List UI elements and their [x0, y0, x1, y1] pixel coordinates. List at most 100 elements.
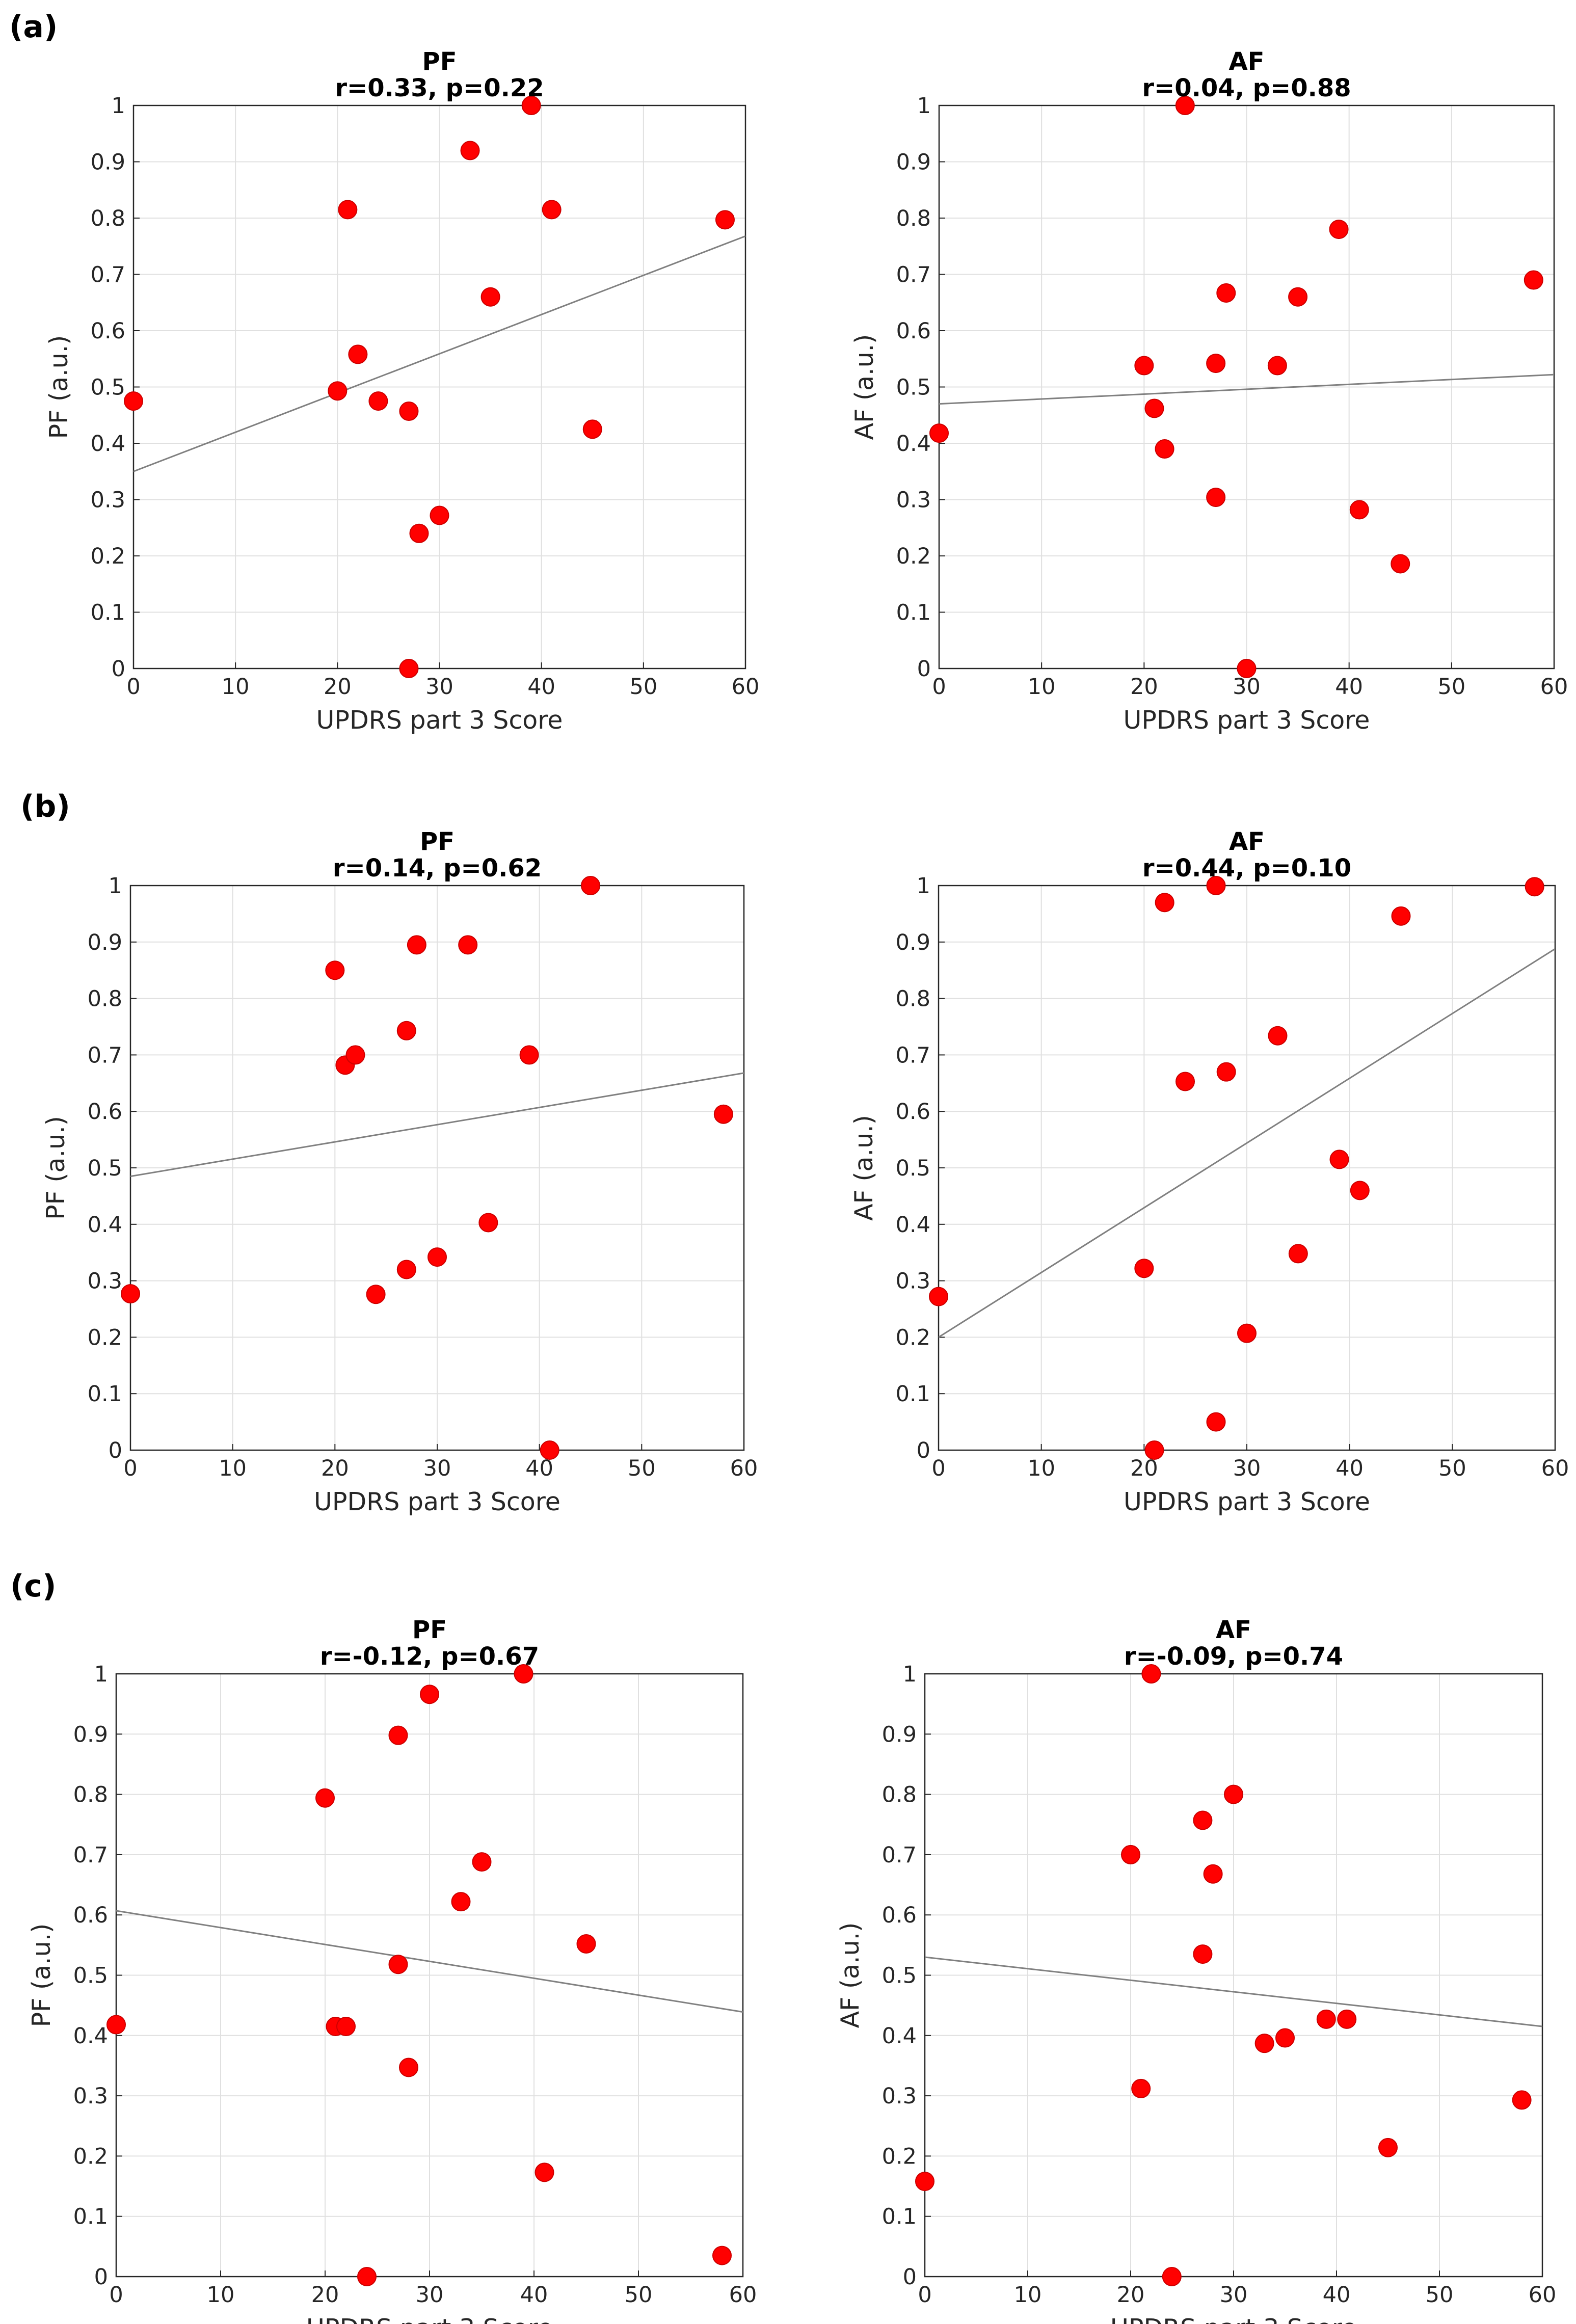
x-tick-label: 60	[730, 1456, 758, 1481]
data-point	[106, 2015, 126, 2035]
x-tick-label: 30	[1233, 1456, 1261, 1481]
y-tick-label: 0.8	[896, 986, 930, 1012]
data-point	[1193, 1944, 1213, 1964]
x-tick-label: 40	[1335, 1456, 1364, 1481]
x-tick-label: 0	[918, 2282, 931, 2308]
subplot-3: 0 10 20 30 40 50 60 0 0.1 0.2 0.3 0.4 0.5 0.6 0.7 0.8 0.…	[41, 827, 758, 1516]
data-point	[1378, 2138, 1398, 2157]
data-point	[1267, 356, 1287, 376]
y-tick-label: 0.1	[91, 600, 125, 626]
data-point	[348, 344, 368, 364]
data-point	[915, 2172, 934, 2192]
axes-frame	[115, 1673, 744, 2278]
y-tick-label: 0.1	[882, 2204, 917, 2230]
x-tick-label: 50	[1437, 674, 1465, 700]
x-tick-label: 40	[527, 674, 555, 700]
subplot-6: 0 10 20 30 40 50 60 0 0.1 0.2 0.3 0.4 0.5 0.6 0.7 0.8 0.…	[836, 1616, 1556, 2324]
data-point	[1288, 1244, 1308, 1264]
x-tick-label: 50	[629, 674, 657, 700]
y-axis-label: PF (a.u.)	[44, 335, 73, 439]
y-tick-label: 0.2	[896, 544, 931, 569]
y-tick-label: 1	[903, 1662, 917, 1687]
x-tick-label: 10	[222, 674, 250, 700]
x-axis-label: UPDRS part 3 Score	[314, 1487, 560, 1516]
plot-subtitle: r=0.04, p=0.88	[1142, 74, 1351, 102]
x-tick-label: 30	[423, 1456, 451, 1481]
data-point	[478, 1213, 498, 1233]
x-tick-label: 0	[126, 674, 140, 700]
y-tick-label: 0.7	[91, 262, 125, 288]
subplot-4: 0 10 20 30 40 50 60 0 0.1 0.2 0.3 0.4 0.5 0.6 0.7 0.8 0.…	[849, 827, 1569, 1516]
y-tick-label: 0.6	[896, 318, 931, 344]
data-point	[715, 210, 735, 230]
data-point	[712, 2246, 732, 2265]
y-tick-label: 0.5	[896, 1156, 930, 1181]
data-point	[576, 1934, 596, 1954]
data-point	[480, 287, 500, 307]
axes-frame	[132, 104, 746, 670]
plot-title: AF	[1216, 1616, 1251, 1644]
y-tick-label: 0.7	[882, 1842, 917, 1868]
x-tick-label: 50	[625, 2282, 653, 2308]
data-point	[336, 2017, 356, 2037]
data-point	[540, 1440, 559, 1460]
data-point	[1350, 1181, 1370, 1200]
x-tick-label: 20	[311, 2282, 339, 2308]
plot-subtitle: r=0.14, p=0.62	[333, 854, 542, 883]
subplot-2: 0 10 20 30 40 50 60 0 0.1 0.2 0.3 0.4 0.5 0.6 0.7 0.8 0.…	[850, 47, 1568, 735]
data-point	[1275, 2028, 1295, 2048]
x-tick-label: 30	[1220, 2282, 1248, 2308]
data-point	[328, 381, 348, 401]
regression-line	[130, 1072, 744, 1178]
data-point	[1512, 2090, 1532, 2110]
data-point	[396, 1260, 416, 1279]
data-point	[582, 419, 602, 439]
data-point	[1144, 1440, 1164, 1460]
data-point	[535, 2162, 554, 2182]
x-axis-label: UPDRS part 3 Score	[1110, 2314, 1357, 2324]
y-tick-label: 0.3	[88, 1269, 122, 1294]
data-point	[1524, 270, 1543, 290]
x-tick-label: 60	[1540, 674, 1568, 700]
data-point	[521, 96, 541, 115]
y-tick-label: 0.4	[896, 1212, 930, 1238]
y-tick-label: 0.4	[88, 1212, 122, 1238]
data-point	[1525, 877, 1544, 897]
subplot-5: 0 10 20 30 40 50 60 0 0.1 0.2 0.3 0.4 0.5 0.6 0.7 0.8 0.…	[27, 1616, 757, 2324]
x-tick-label: 20	[1117, 2282, 1145, 2308]
data-point	[121, 1284, 140, 1304]
x-tick-label: 50	[628, 1456, 656, 1481]
y-tick-label: 0.2	[88, 1325, 122, 1350]
y-tick-label: 0.1	[88, 1381, 122, 1407]
data-point	[1206, 876, 1226, 895]
y-tick-label: 0.2	[91, 544, 125, 569]
regression-line	[939, 373, 1554, 405]
data-point	[1329, 1150, 1349, 1169]
x-tick-label: 50	[1438, 1456, 1466, 1481]
data-point	[458, 935, 478, 955]
data-point	[1155, 439, 1174, 459]
y-tick-label: 0.6	[88, 1099, 122, 1125]
data-point	[368, 391, 388, 411]
data-point	[929, 423, 949, 443]
y-axis-label: AF (a.u.)	[850, 334, 879, 440]
data-point	[396, 1021, 416, 1040]
y-tick-label: 0.3	[91, 488, 125, 513]
plot-title: PF	[420, 827, 455, 856]
data-point	[345, 1045, 365, 1065]
x-tick-label: 60	[1541, 1456, 1569, 1481]
data-point	[1268, 1026, 1288, 1046]
x-tick-label: 10	[1028, 674, 1056, 700]
y-tick-label: 0.4	[896, 431, 931, 457]
data-point	[1391, 906, 1411, 926]
data-point	[1206, 354, 1226, 373]
x-tick-label: 40	[1323, 2282, 1351, 2308]
y-tick-label: 0.4	[73, 2023, 108, 2049]
y-tick-label: 0.6	[73, 1903, 108, 1928]
y-tick-label: 0.9	[882, 1722, 917, 1747]
y-tick-label: 0.5	[73, 1963, 108, 1989]
y-axis-label: PF (a.u.)	[27, 1924, 56, 2027]
data-point	[1121, 1845, 1140, 1864]
